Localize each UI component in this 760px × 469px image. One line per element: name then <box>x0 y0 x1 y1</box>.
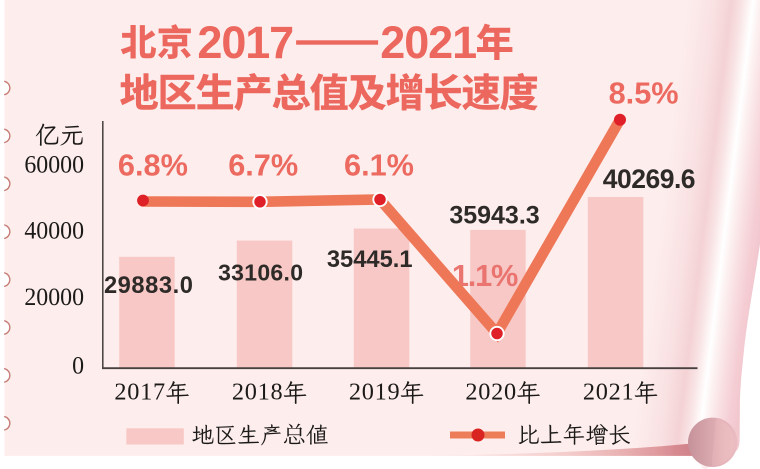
svg-text:8.5%: 8.5% <box>609 76 679 111</box>
svg-text:33106.0: 33106.0 <box>218 259 303 285</box>
svg-text:35943.3: 35943.3 <box>449 202 539 230</box>
svg-text:40000: 40000 <box>24 217 84 245</box>
svg-text:2021: 2021 <box>583 379 635 406</box>
svg-text:40269.6: 40269.6 <box>603 164 695 194</box>
svg-text:35445.1: 35445.1 <box>327 247 413 273</box>
svg-text:6.7%: 6.7% <box>228 148 298 183</box>
svg-text:2018: 2018 <box>232 379 284 406</box>
svg-text:2017: 2017 <box>197 17 293 68</box>
svg-text:29883.0: 29883.0 <box>104 273 193 299</box>
svg-text:2019: 2019 <box>349 379 401 406</box>
svg-text:2021: 2021 <box>380 17 476 68</box>
svg-text:20000: 20000 <box>24 283 84 311</box>
svg-text:6.8%: 6.8% <box>118 148 188 183</box>
svg-text:6.1%: 6.1% <box>344 148 414 183</box>
svg-text:0: 0 <box>72 352 84 380</box>
svg-text:2020: 2020 <box>465 379 517 406</box>
svg-text:2017: 2017 <box>114 379 166 406</box>
svg-text:60000: 60000 <box>24 151 84 179</box>
